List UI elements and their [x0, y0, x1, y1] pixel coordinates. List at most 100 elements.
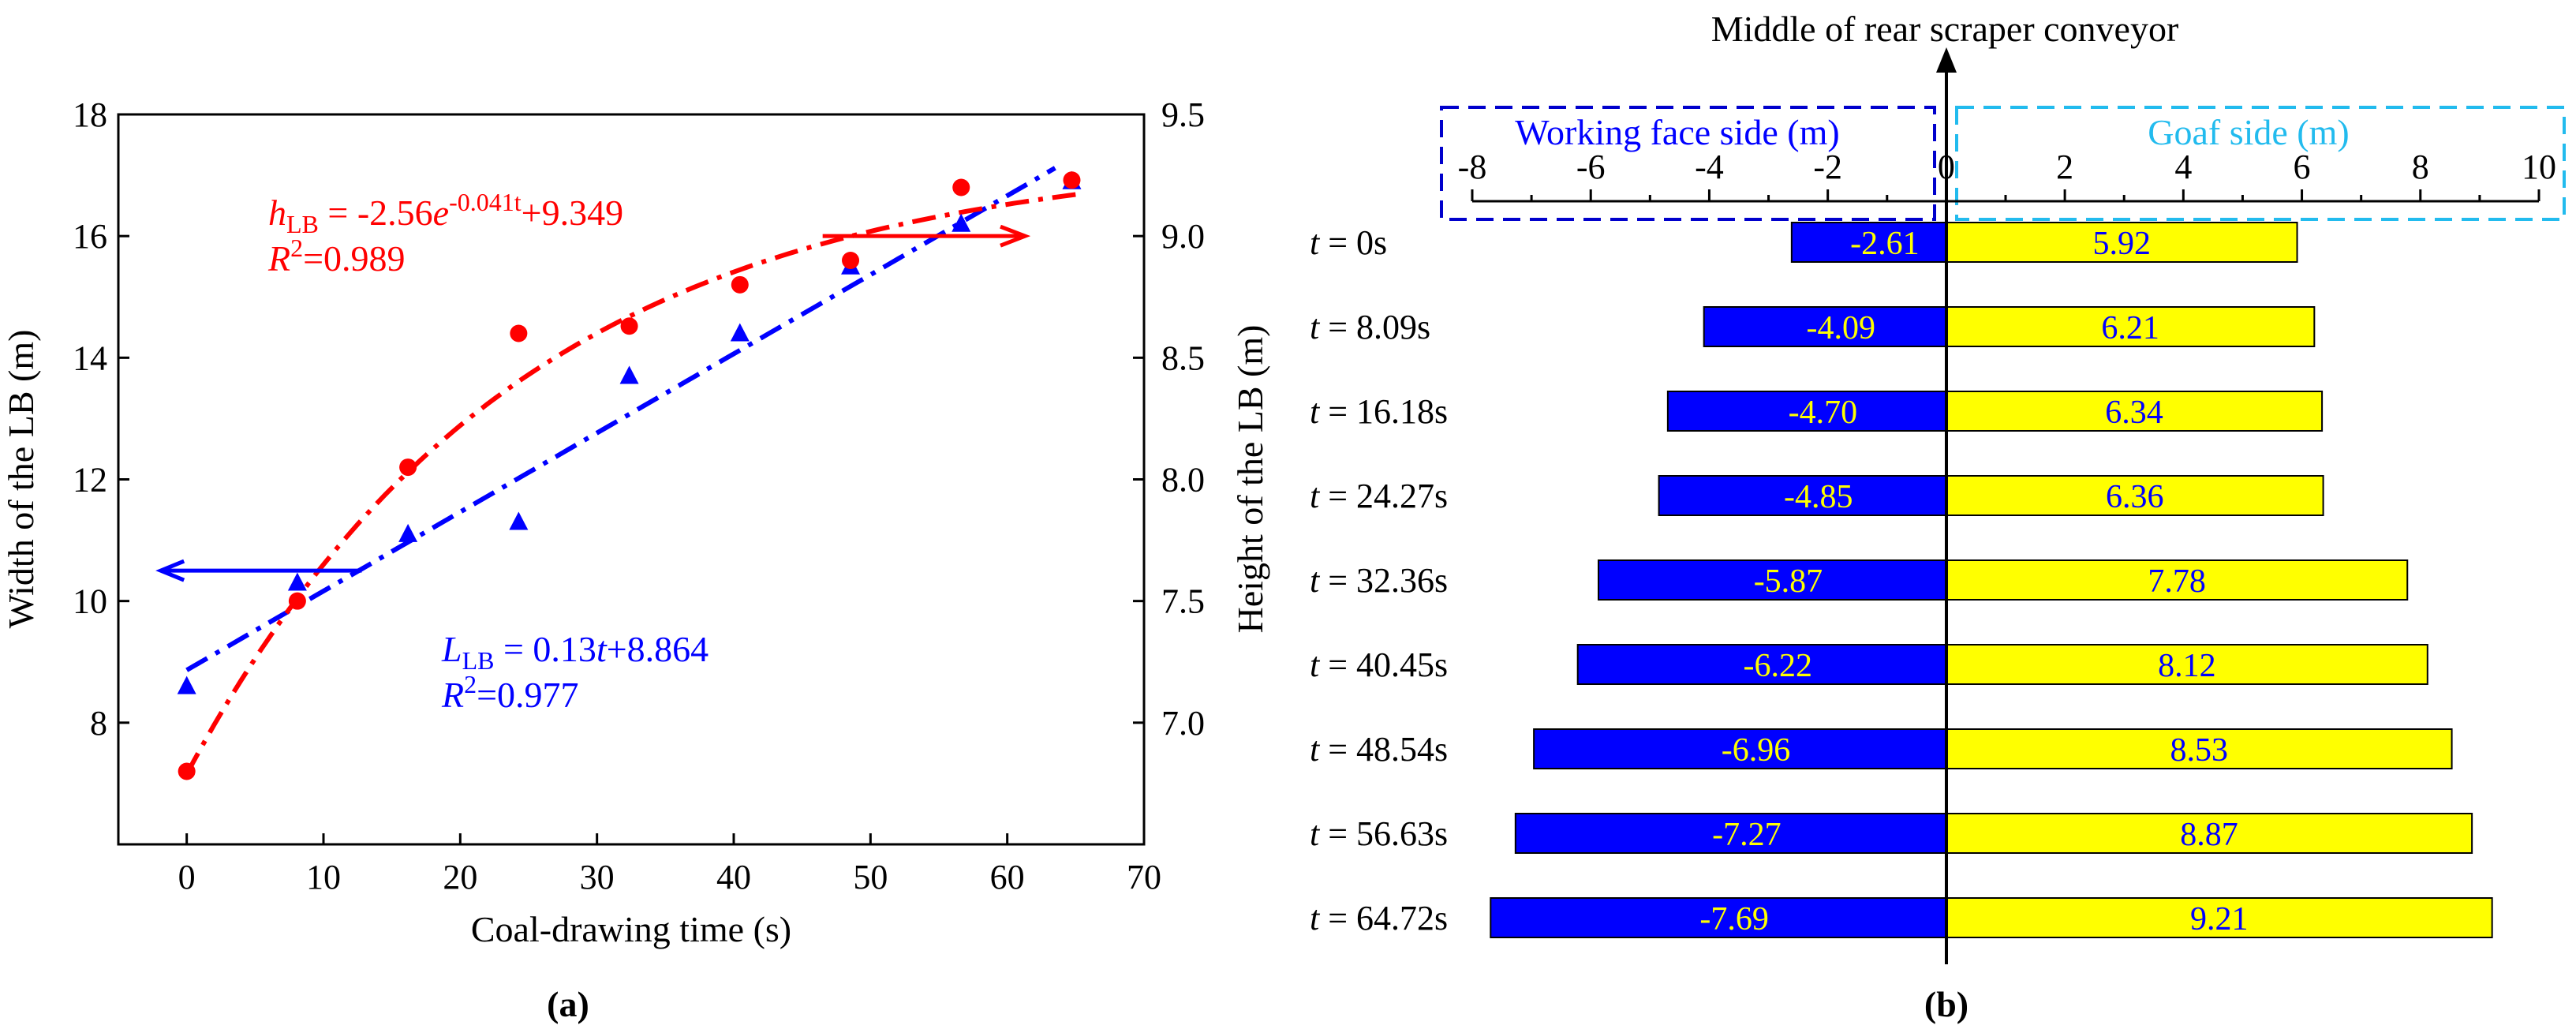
- row-label-var: t: [1310, 814, 1321, 853]
- bar-label-goaf: 5.92: [2092, 226, 2151, 262]
- y2-tick-label: 9.0: [1161, 217, 1205, 256]
- panel-b: Middle of rear scraper conveyor Working …: [1310, 9, 2566, 1024]
- working-face-side-label: Working face side (m): [1515, 112, 1839, 152]
- r2-w-exp: 2: [464, 670, 477, 698]
- eq-w-rest: = 0.13: [494, 629, 596, 669]
- y-axis-ticks: 8 10 12 14 16 18: [73, 95, 129, 743]
- width-point: [619, 365, 639, 384]
- row-label-value: = 8.09s: [1319, 308, 1430, 346]
- width-point: [730, 323, 750, 342]
- panel-b-title: Middle of rear scraper conveyor: [1711, 9, 2179, 49]
- bar-goaf: [1945, 813, 2473, 854]
- height-point: [1063, 171, 1081, 189]
- row-label-value: = 16.18s: [1319, 392, 1448, 431]
- top-tick-label: -6: [1576, 148, 1606, 186]
- x-tick-label: 30: [580, 858, 615, 896]
- x-axis-ticks: 0 10 20 30 40 50 60 70: [178, 833, 1161, 896]
- row-label-value: = 56.63s: [1319, 814, 1448, 853]
- panel-label-a: (a): [547, 984, 589, 1024]
- x-tick-label: 40: [716, 858, 751, 896]
- bar-goaf: [1945, 728, 2453, 769]
- y2-tick-label: 7.0: [1161, 704, 1205, 743]
- r2-h-var: R: [267, 238, 290, 279]
- bar-working-face: [1533, 728, 1947, 769]
- bar-goaf: [1945, 222, 2298, 263]
- eq-w-sub: LB: [462, 646, 495, 675]
- axis-arrows: [155, 224, 1031, 582]
- bar-label-working-face: -7.69: [1699, 901, 1769, 937]
- bar-label-goaf: 6.21: [2101, 310, 2159, 346]
- row-label: t = 16.18s: [1310, 392, 1448, 431]
- height-arrowhead: [1000, 224, 1031, 248]
- bar-label-working-face: -4.85: [1784, 479, 1853, 515]
- eq-h-var: e: [433, 193, 449, 233]
- y-tick-label: 8: [90, 704, 107, 743]
- bars: -2.61 5.92 -4.09 6.21 -4.70 6.34 -4.85 6.36 -5.8…: [1490, 222, 2493, 938]
- row-label-var: t: [1310, 392, 1321, 431]
- top-tick-label: -2: [1813, 148, 1842, 186]
- r2-w-var: R: [441, 675, 464, 715]
- row-label-var: t: [1310, 477, 1321, 515]
- top-tick-label: 6: [2294, 148, 2311, 186]
- top-axis-ticks: -8-6-4-20246810: [1458, 148, 2556, 201]
- bar-label-goaf: 6.36: [2106, 479, 2164, 515]
- y-tick-label: 10: [73, 582, 107, 621]
- bar-label-working-face: -6.22: [1744, 648, 1813, 684]
- bar-label-working-face: -4.70: [1789, 395, 1858, 431]
- bar-label-goaf: 8.12: [2158, 648, 2216, 684]
- r2-w-tail: =0.977: [477, 675, 578, 715]
- row-label-value: = 48.54s: [1319, 730, 1448, 769]
- width-point: [398, 523, 418, 542]
- height-point: [178, 762, 196, 780]
- goaf-side-box: [1955, 106, 2566, 221]
- row-label: t = 48.54s: [1310, 730, 1448, 769]
- row-label-var: t: [1310, 899, 1321, 937]
- eq-w-lead: L: [441, 629, 462, 669]
- height-point: [510, 324, 528, 342]
- x-tick-label: 50: [853, 858, 888, 896]
- width-point: [177, 675, 196, 694]
- eq-h-rest: = -2.56: [319, 193, 433, 233]
- bar-goaf: [1945, 644, 2428, 685]
- bar-working-face: [1490, 897, 1947, 938]
- bar-label-goaf: 6.34: [2105, 395, 2163, 431]
- x-tick-label: 0: [178, 858, 196, 896]
- row-label: t = 24.27s: [1310, 477, 1448, 515]
- bar-working-face: [1666, 391, 1947, 432]
- row-label-value: = 40.45s: [1319, 645, 1448, 684]
- bar-working-face: [1514, 813, 1947, 854]
- row-label-var: t: [1310, 308, 1321, 346]
- bar-goaf: [1945, 306, 2316, 347]
- eq-h-exp: -0.041t: [449, 188, 522, 216]
- row-label: t = 0s: [1310, 223, 1387, 262]
- eq-h-sub: LB: [286, 210, 319, 238]
- bar-label-goaf: 8.53: [2170, 732, 2228, 769]
- row-label-value: = 32.36s: [1319, 561, 1448, 600]
- row-label: t = 40.45s: [1310, 645, 1448, 684]
- height-point: [399, 458, 417, 477]
- panel-label-b: (b): [1924, 984, 1968, 1024]
- top-tick-label: 2: [2056, 148, 2073, 186]
- row-label-var: t: [1310, 730, 1321, 769]
- row-label-var: t: [1310, 645, 1321, 684]
- height-fit-equation: hLB = -2.56e-0.041t+9.349: [268, 188, 623, 238]
- r2-h-exp: 2: [290, 234, 303, 262]
- eq-w-var: t: [596, 629, 608, 669]
- x-axis-label: Coal-drawing time (s): [471, 909, 791, 949]
- top-tick-label: 10: [2522, 148, 2556, 186]
- row-label: t = 8.09s: [1310, 308, 1430, 346]
- top-tick-label: 8: [2412, 148, 2429, 186]
- height-fit-curve: [185, 192, 1076, 776]
- y2-axis-label: Height of the LB (m): [1230, 325, 1270, 634]
- y-tick-label: 16: [73, 217, 107, 256]
- height-fit-r2: R2=0.989: [267, 234, 406, 279]
- working-face-side-box: [1440, 106, 1936, 221]
- panel-a: 0 10 20 30 40 50 60 70 8 10 12 14 16 18 7.0 7.5 8.0 8.5…: [1, 95, 1270, 1024]
- row-label-value: = 24.27s: [1319, 477, 1448, 515]
- x-tick-label: 20: [443, 858, 477, 896]
- eq-w-tail: +8.864: [607, 629, 708, 669]
- top-tick-label: -8: [1458, 148, 1487, 186]
- bar-label-working-face: -2.61: [1850, 226, 1920, 262]
